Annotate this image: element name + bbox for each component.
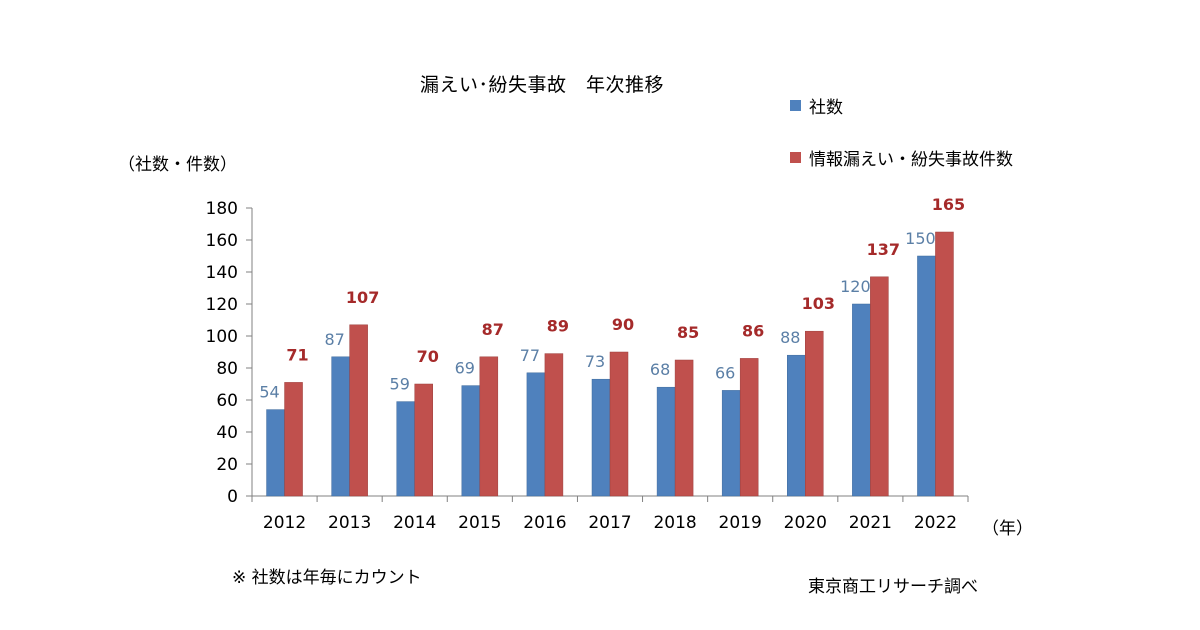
bar-companies	[331, 356, 350, 497]
bar-incidents	[284, 382, 303, 497]
legend-item-incidents: 情報漏えい・紛失事故件数	[790, 142, 1013, 172]
bar-companies	[917, 255, 936, 497]
data-label-companies: 54	[259, 383, 279, 402]
data-label-incidents: 89	[547, 317, 569, 336]
data-label-companies: 88	[780, 328, 800, 347]
legend: 社数 情報漏えい・紛失事故件数	[790, 90, 1013, 194]
data-label-incidents: 137	[867, 240, 900, 259]
x-tick-label: 2017	[588, 513, 631, 533]
data-label-incidents: 85	[677, 323, 699, 342]
y-tick-label: 40	[216, 423, 238, 443]
bar-incidents	[739, 358, 759, 497]
chart-title: 漏えい･紛失事故 年次推移	[420, 74, 665, 96]
legend-item-companies: 社数	[790, 90, 1013, 120]
footnote: ※ 社数は年毎にカウント	[232, 568, 422, 588]
data-label-incidents: 107	[346, 288, 379, 307]
x-tick-label: 2013	[328, 513, 371, 533]
x-tick-label: 2016	[523, 513, 566, 533]
data-label-companies: 87	[324, 330, 344, 349]
y-tick-label: 180	[206, 199, 238, 219]
x-axis-unit: （年）	[982, 519, 1033, 539]
data-label-companies: 59	[390, 375, 410, 394]
data-label-companies: 120	[840, 277, 871, 296]
data-label-incidents: 71	[286, 345, 308, 364]
legend-label-companies: 社数	[809, 97, 843, 118]
y-tick-label: 140	[206, 263, 238, 283]
legend-swatch-incidents	[790, 151, 801, 163]
data-label-incidents: 70	[417, 347, 439, 366]
legend-label-incidents: 情報漏えい・紛失事故件数	[809, 149, 1013, 170]
legend-swatch-companies	[790, 99, 801, 111]
bar-companies	[787, 354, 806, 497]
bar-companies	[656, 386, 676, 497]
x-tick-label: 2022	[914, 513, 957, 533]
bar-incidents	[674, 359, 694, 497]
x-tick-label: 2015	[458, 513, 501, 533]
x-tick-label: 2012	[263, 513, 306, 533]
bar-companies	[526, 372, 546, 497]
x-tick-label: 2018	[653, 513, 696, 533]
bar-incidents	[805, 330, 824, 497]
x-tick-label: 2019	[719, 513, 762, 533]
y-tick-label: 0	[227, 487, 238, 507]
bar-incidents	[414, 383, 433, 497]
data-label-companies: 69	[455, 359, 475, 378]
x-tick-label: 2020	[784, 513, 827, 533]
data-label-incidents: 165	[932, 195, 965, 214]
data-label-companies: 150	[905, 229, 936, 248]
bar-incidents	[870, 276, 889, 497]
data-label-incidents: 90	[612, 315, 634, 334]
bar-companies	[721, 390, 741, 497]
bar-companies	[396, 401, 415, 497]
y-tick-label: 120	[206, 295, 238, 315]
y-tick-label: 60	[216, 391, 238, 411]
data-label-incidents: 87	[482, 320, 504, 339]
bar-incidents	[544, 353, 564, 497]
y-tick-label: 100	[206, 327, 238, 347]
data-label-incidents: 86	[742, 321, 764, 340]
y-axis-label: （社数・件数）	[118, 155, 237, 175]
bar-incidents	[479, 356, 499, 497]
data-label-companies: 77	[520, 346, 540, 365]
source-credit: 東京商工リサーチ調べ	[808, 577, 978, 597]
x-tick-label: 2014	[393, 513, 436, 533]
bar-incidents	[935, 231, 954, 497]
data-label-companies: 73	[585, 352, 605, 371]
x-tick-label: 2021	[849, 513, 892, 533]
bar-companies	[852, 303, 871, 497]
data-label-companies: 68	[650, 360, 670, 379]
bar-companies	[461, 385, 481, 497]
bar-incidents	[609, 351, 629, 497]
bar-incidents	[349, 324, 368, 497]
data-label-companies: 66	[715, 363, 735, 382]
bar-companies	[266, 409, 285, 497]
y-tick-label: 80	[216, 359, 238, 379]
bar-companies	[591, 378, 611, 497]
data-label-incidents: 103	[802, 294, 835, 313]
y-tick-label: 20	[216, 455, 238, 475]
y-tick-label: 160	[206, 231, 238, 251]
